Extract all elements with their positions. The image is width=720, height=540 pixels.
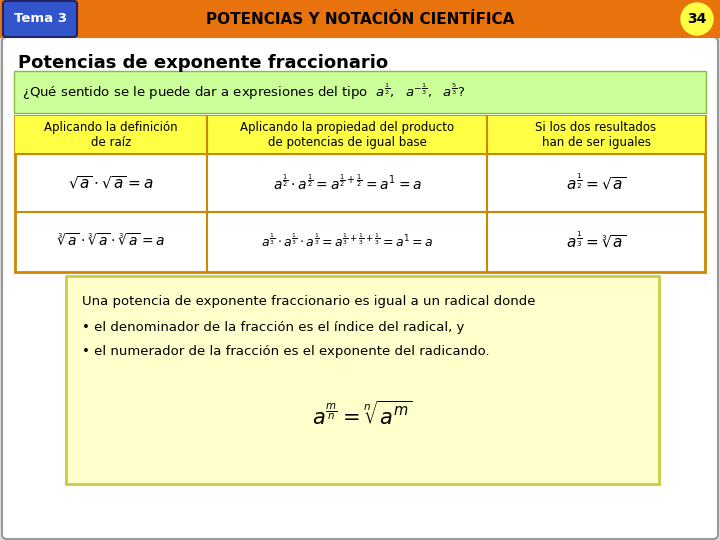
FancyBboxPatch shape — [66, 276, 659, 484]
Text: • el denominador de la fracción es el índice del radical, y: • el denominador de la fracción es el ín… — [82, 321, 464, 334]
Text: Aplicando la definición
de raíz: Aplicando la definición de raíz — [44, 121, 178, 149]
Text: 34: 34 — [688, 12, 707, 26]
Text: ¿Qué sentido se le puede dar a expresiones del tipo  $a^{\frac{1}{2}},\ \ a^{-\f: ¿Qué sentido se le puede dar a expresion… — [22, 82, 465, 102]
Text: $a^{\frac{1}{3}}\cdot a^{\frac{1}{3}}\cdot a^{\frac{1}{3}}=a^{\frac{1}{3}+\frac{: $a^{\frac{1}{3}}\cdot a^{\frac{1}{3}}\cd… — [261, 232, 433, 249]
Text: • el numerador de la fracción es el exponente del radicando.: • el numerador de la fracción es el expo… — [82, 346, 490, 359]
Text: $\sqrt[3]{a}\cdot\sqrt[3]{a}\cdot\sqrt[3]{a}=a$: $\sqrt[3]{a}\cdot\sqrt[3]{a}\cdot\sqrt[3… — [57, 233, 165, 249]
FancyBboxPatch shape — [3, 1, 77, 37]
FancyBboxPatch shape — [14, 71, 706, 113]
Bar — [15, 116, 705, 154]
Text: Aplicando la propiedad del producto
de potencias de igual base: Aplicando la propiedad del producto de p… — [240, 121, 454, 149]
Text: Tema 3: Tema 3 — [14, 12, 66, 25]
Text: $\sqrt{a}\cdot\sqrt{a}=a$: $\sqrt{a}\cdot\sqrt{a}=a$ — [68, 174, 154, 192]
Text: Una potencia de exponente fraccionario es igual a un radical donde: Una potencia de exponente fraccionario e… — [82, 295, 536, 308]
Text: $a^{\frac{1}{2}}=\sqrt{a}$: $a^{\frac{1}{2}}=\sqrt{a}$ — [566, 172, 626, 193]
Bar — [15, 116, 705, 272]
Text: $a^{\frac{1}{2}}\cdot a^{\frac{1}{2}}=a^{\frac{1}{2}+\frac{1}{2}}=a^{1}=a$: $a^{\frac{1}{2}}\cdot a^{\frac{1}{2}}=a^… — [272, 173, 421, 193]
Text: Potencias de exponente fraccionario: Potencias de exponente fraccionario — [18, 54, 388, 72]
FancyBboxPatch shape — [2, 37, 718, 539]
Bar — [0, 0, 720, 38]
Text: Si los dos resultados
han de ser iguales: Si los dos resultados han de ser iguales — [536, 121, 657, 149]
Text: $a^{\frac{1}{3}}=\sqrt[3]{a}$: $a^{\frac{1}{3}}=\sqrt[3]{a}$ — [566, 231, 626, 252]
Circle shape — [681, 3, 713, 35]
Text: POTENCIAS Y NOTACIÓN CIENTÍFICA: POTENCIAS Y NOTACIÓN CIENTÍFICA — [206, 11, 514, 26]
Text: $a^{\frac{m}{n}}=\sqrt[n]{a^{m}}$: $a^{\frac{m}{n}}=\sqrt[n]{a^{m}}$ — [312, 401, 413, 429]
